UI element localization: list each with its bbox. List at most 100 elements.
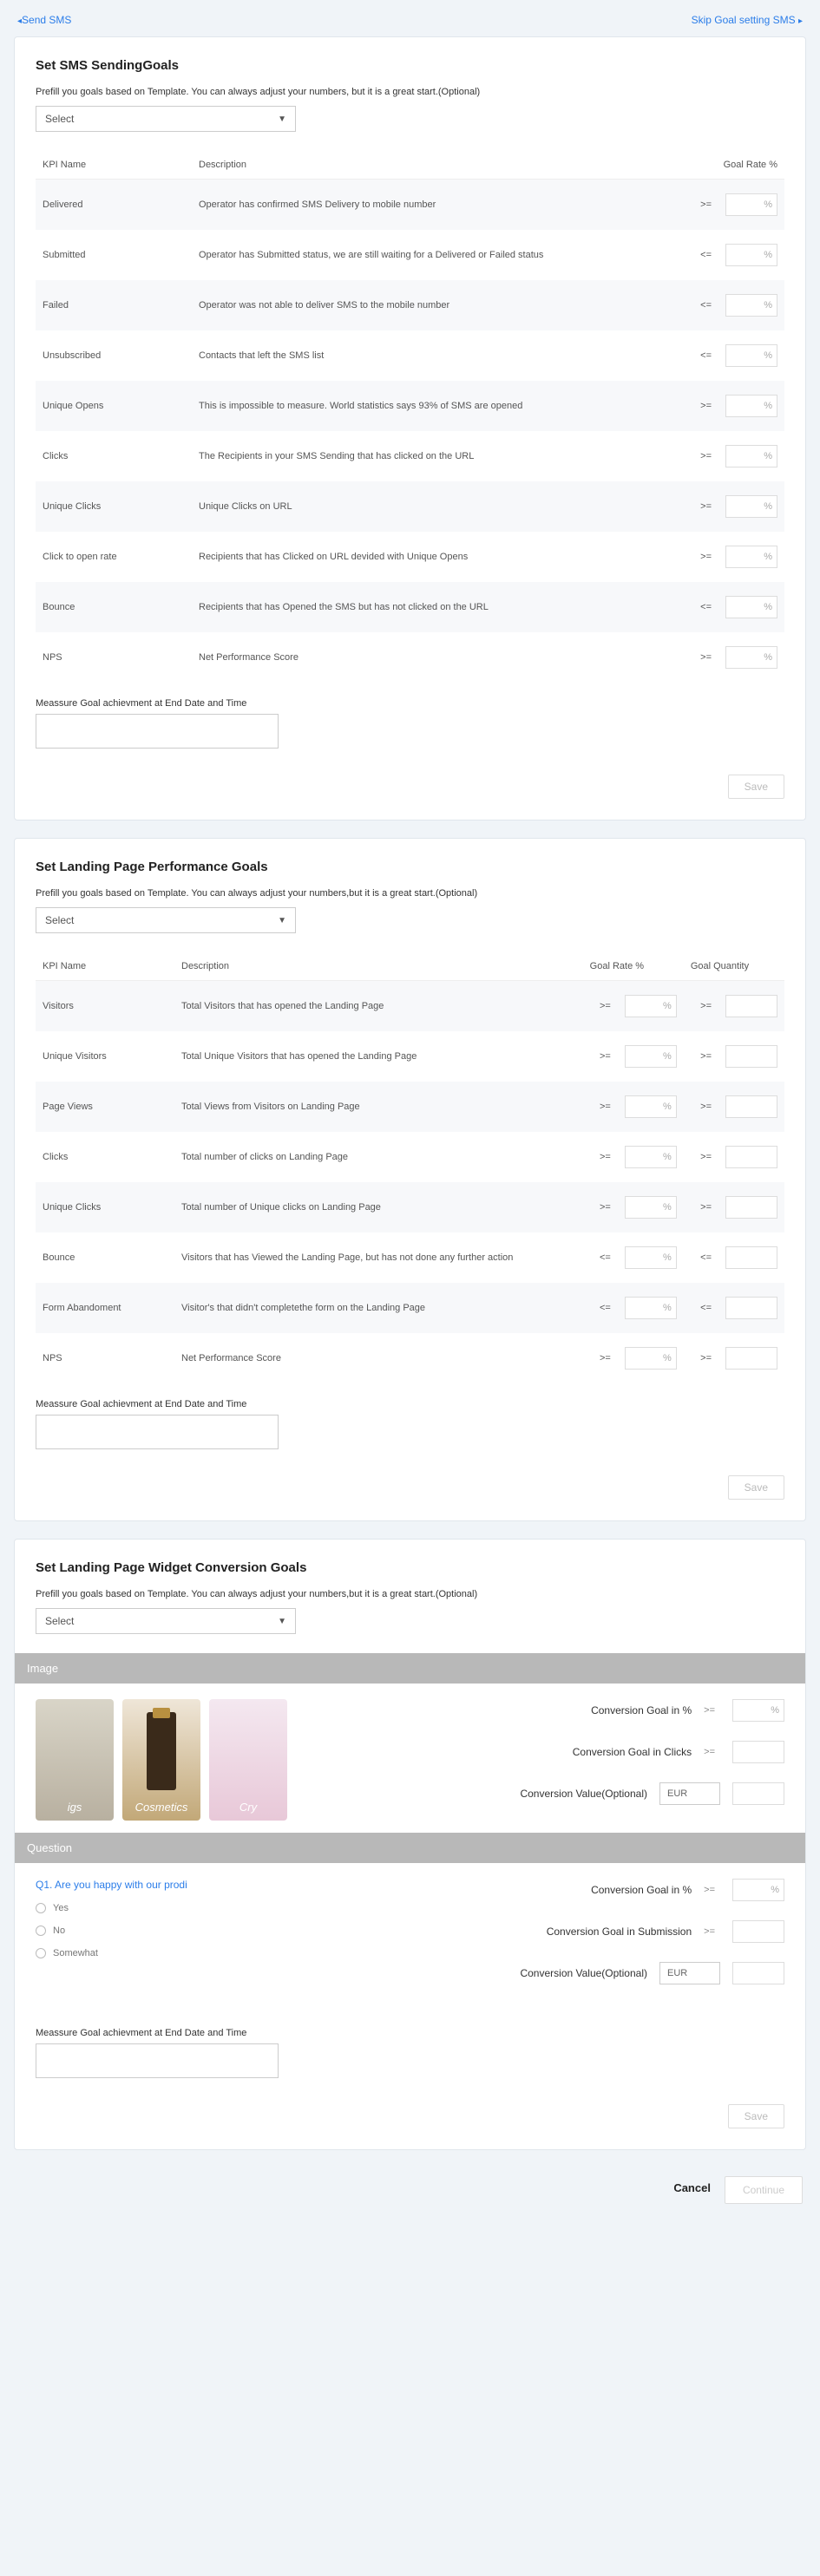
goal-rate-input[interactable] (625, 1146, 677, 1168)
goal-rate-input[interactable] (725, 244, 777, 266)
question-option[interactable]: Yes (36, 1903, 296, 1913)
sms-goals-sub: Prefill you goals based on Template. You… (36, 87, 784, 97)
kpi-name: Visitors (36, 981, 174, 1032)
widget-measure-label: Meassure Goal achievment at End Date and… (36, 2028, 784, 2038)
goal-rate-input[interactable] (725, 395, 777, 417)
conv-pct-label: Conversion Goal in % (591, 1704, 692, 1716)
goal-qty-input[interactable] (725, 1196, 777, 1219)
goal-rate-input[interactable] (725, 596, 777, 618)
widget-measure-input[interactable] (36, 2043, 279, 2078)
chevron-down-icon: ▼ (278, 114, 286, 124)
col-goal-rate: Goal Rate % (658, 151, 784, 180)
table-row: Unique OpensThis is impossible to measur… (36, 381, 784, 431)
op-indicator: >= (583, 1031, 618, 1082)
table-row: BounceVisitors that has Viewed the Landi… (36, 1232, 784, 1283)
currency-select[interactable]: EUR (659, 1782, 720, 1805)
goal-qty-input[interactable] (725, 1297, 777, 1319)
conv-submission-input[interactable] (732, 1920, 784, 1943)
goal-rate-input[interactable] (625, 1196, 677, 1219)
kpi-desc: Net Performance Score (192, 632, 658, 683)
kpi-desc: Recipients that has Opened the SMS but h… (192, 582, 658, 632)
table-row: ClicksTotal number of clicks on Landing … (36, 1132, 784, 1182)
widget-save-button[interactable]: Save (728, 2104, 784, 2128)
op-indicator: >= (658, 180, 718, 231)
op-indicator: >= (684, 981, 718, 1032)
op-indicator: <= (583, 1283, 618, 1333)
col-goal-qty: Goal Quantity (684, 952, 784, 981)
goal-rate-input[interactable] (625, 1095, 677, 1118)
goal-rate-input[interactable] (725, 193, 777, 216)
goal-qty-input[interactable] (725, 1246, 777, 1269)
kpi-name: Click to open rate (36, 532, 192, 582)
conv-value-input[interactable] (732, 1782, 784, 1805)
goal-rate-input[interactable] (725, 344, 777, 367)
table-row: FailedOperator was not able to deliver S… (36, 280, 784, 330)
kpi-name: Unsubscribed (36, 330, 192, 381)
kpi-name: Failed (36, 280, 192, 330)
conv-pct-input[interactable] (732, 1879, 784, 1901)
goal-rate-input[interactable] (625, 1297, 677, 1319)
image-thumb[interactable]: Cry (209, 1699, 287, 1821)
goal-qty-input[interactable] (725, 1146, 777, 1168)
landing-kpi-table: KPI Name Description Goal Rate % Goal Qu… (36, 952, 784, 1383)
landing-measure-label: Meassure Goal achievment at End Date and… (36, 1399, 784, 1409)
goal-qty-input[interactable] (725, 995, 777, 1017)
cancel-button[interactable]: Cancel (673, 2176, 711, 2204)
table-row: VisitorsTotal Visitors that has opened t… (36, 981, 784, 1032)
op-indicator: >= (704, 1926, 720, 1937)
kpi-desc: Visitor's that didn't completethe form o… (174, 1283, 583, 1333)
table-row: DeliveredOperator has confirmed SMS Deli… (36, 180, 784, 231)
kpi-name: Delivered (36, 180, 192, 231)
goal-qty-input[interactable] (725, 1045, 777, 1068)
radio-icon (36, 1903, 46, 1913)
goal-qty-input[interactable] (725, 1347, 777, 1370)
landing-save-button[interactable]: Save (728, 1475, 784, 1500)
conv-pct-input[interactable] (732, 1699, 784, 1722)
sms-template-select[interactable]: Select ▼ (36, 106, 296, 132)
sms-save-button[interactable]: Save (728, 775, 784, 799)
sms-measure-input[interactable] (36, 714, 279, 749)
question-option[interactable]: No (36, 1925, 296, 1936)
table-row: Unique ClicksUnique Clicks on URL>=% (36, 481, 784, 532)
currency-select[interactable]: EUR (659, 1962, 720, 1984)
continue-button[interactable]: Continue (725, 2176, 803, 2204)
image-thumb[interactable]: Cosmetics (122, 1699, 200, 1821)
table-row: ClicksThe Recipients in your SMS Sending… (36, 431, 784, 481)
widget-template-select[interactable]: Select ▼ (36, 1608, 296, 1634)
goal-rate-input[interactable] (725, 546, 777, 568)
goal-rate-input[interactable] (725, 495, 777, 518)
widget-goals-sub: Prefill you goals based on Template. You… (36, 1589, 784, 1599)
landing-measure-input[interactable] (36, 1415, 279, 1449)
table-row: Page ViewsTotal Views from Visitors on L… (36, 1082, 784, 1132)
goal-rate-input[interactable] (725, 445, 777, 467)
goal-rate-input[interactable] (725, 294, 777, 317)
goal-rate-input[interactable] (725, 646, 777, 669)
nav-back-label: Send SMS (22, 14, 71, 26)
kpi-desc: This is impossible to measure. World sta… (192, 381, 658, 431)
kpi-name: Submitted (36, 230, 192, 280)
op-indicator: >= (658, 481, 718, 532)
radio-icon (36, 1948, 46, 1958)
image-thumb[interactable]: igs (36, 1699, 114, 1821)
col-kpi-name: KPI Name (36, 151, 192, 180)
conv-pct-label: Conversion Goal in % (591, 1884, 692, 1896)
conv-submission-label: Conversion Goal in Submission (547, 1925, 692, 1938)
landing-template-select[interactable]: Select ▼ (36, 907, 296, 933)
table-row: BounceRecipients that has Opened the SMS… (36, 582, 784, 632)
conv-value-input[interactable] (732, 1962, 784, 1984)
nav-back-link[interactable]: ◂Send SMS (17, 14, 71, 26)
op-indicator: >= (684, 1082, 718, 1132)
goal-rate-input[interactable] (625, 995, 677, 1017)
nav-skip-label: Skip Goal setting SMS (692, 14, 796, 26)
landing-goals-title: Set Landing Page Performance Goals (36, 860, 784, 874)
goal-rate-input[interactable] (625, 1347, 677, 1370)
goal-qty-input[interactable] (725, 1095, 777, 1118)
op-indicator: >= (583, 1082, 618, 1132)
goal-rate-input[interactable] (625, 1045, 677, 1068)
op-indicator: >= (704, 1885, 720, 1895)
goal-rate-input[interactable] (625, 1246, 677, 1269)
question-option[interactable]: Somewhat (36, 1948, 296, 1958)
op-indicator: >= (583, 981, 618, 1032)
nav-skip-link[interactable]: Skip Goal setting SMS ▸ (692, 14, 803, 26)
conv-clicks-input[interactable] (732, 1741, 784, 1763)
